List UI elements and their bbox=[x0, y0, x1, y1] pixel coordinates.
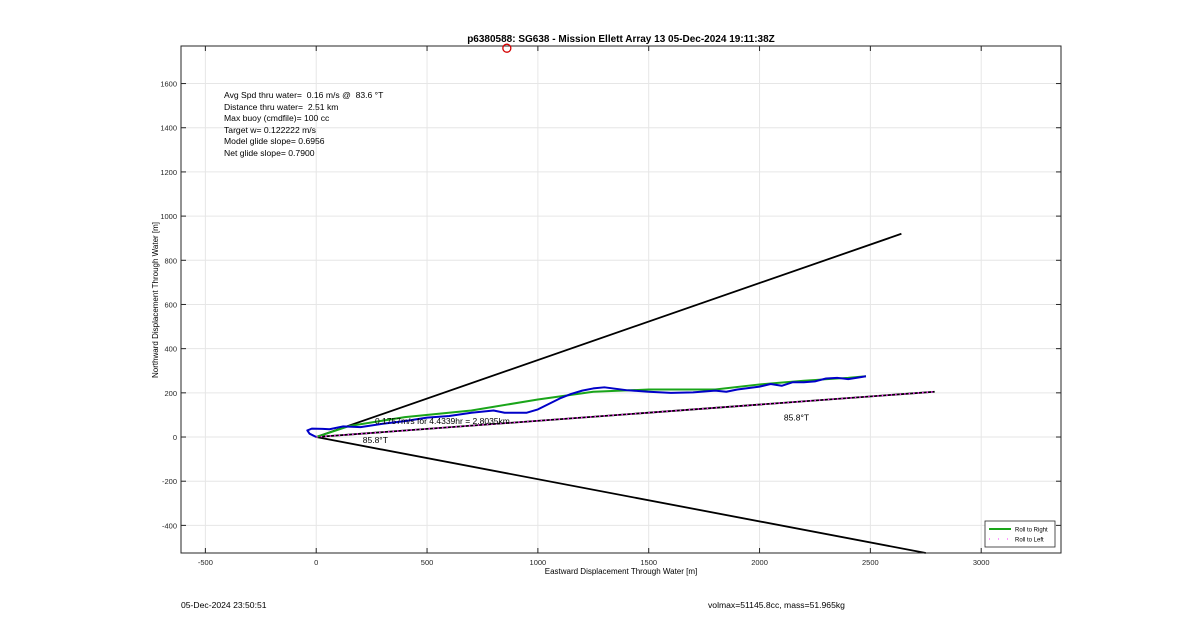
y-tick-label: 400 bbox=[164, 345, 177, 354]
x-tick-label: 1000 bbox=[530, 558, 547, 567]
y-axis-ticks: -400 -200 0 200 400 600 800 1000 1200 1400 1600 bbox=[160, 80, 1061, 530]
annotation-label: 0.1757m/s for 4.4339hr = 2.8035km bbox=[375, 416, 510, 426]
y-tick-label: 0 bbox=[173, 433, 177, 442]
footer-mass-info: volmax=51145.8cc, mass=51.965kg bbox=[708, 600, 845, 610]
plot-frame bbox=[180, 45, 1062, 554]
stat-max-buoy: Max buoy (cmdfile)= 100 cc bbox=[224, 113, 330, 124]
reference-line bbox=[315, 232, 902, 438]
x-tick-label: 500 bbox=[421, 558, 434, 567]
legend-label: Roll to Right bbox=[1015, 528, 1048, 534]
y-tick-label: 1000 bbox=[160, 212, 177, 221]
x-tick-label: 0 bbox=[314, 558, 318, 567]
x-axis-ticks: -500 0 500 1000 1500 2000 2500 3000 bbox=[198, 46, 990, 567]
x-tick-label: 3000 bbox=[973, 558, 990, 567]
stat-distance: Distance thru water= 2.51 km bbox=[224, 101, 339, 112]
annotations-group: 85.8°T 85.8°T 0.1757m/s for 4.4339hr = 2.8… bbox=[363, 412, 809, 445]
x-axis-label: Eastward Displacement Through Water [m] bbox=[545, 567, 698, 576]
y-tick-label: -200 bbox=[162, 477, 177, 486]
y-tick-label: 1400 bbox=[160, 124, 177, 133]
annotation-label: 85.8°T bbox=[363, 435, 388, 445]
reference-line bbox=[316, 390, 935, 438]
series-line-roll-to-right bbox=[315, 375, 867, 438]
legend: Roll to Right Roll to Left bbox=[984, 520, 1056, 548]
footer-timestamp: 05-Dec-2024 23:50:51 bbox=[181, 600, 267, 610]
dive-stats: Avg Spd thru water= 0.16 m/s @ 83.6 °T D… bbox=[224, 90, 383, 160]
stat-model-glide-slope: Model glide slope= 0.6956 bbox=[224, 136, 325, 147]
x-tick-label: 2500 bbox=[862, 558, 879, 567]
annotation-label: 85.8°T bbox=[784, 412, 809, 422]
y-tick-label: 200 bbox=[164, 389, 177, 398]
stat-net-glide-slope: Net glide slope= 0.7900 bbox=[224, 147, 315, 158]
series-group bbox=[306, 375, 935, 438]
reference-lines bbox=[315, 232, 935, 554]
x-tick-label: -500 bbox=[198, 558, 213, 567]
legend-box bbox=[984, 520, 1056, 548]
stat-target-w: Target w= 0.122222 m/s bbox=[224, 124, 316, 135]
start-marker bbox=[502, 43, 512, 53]
stat-avg-speed: Avg Spd thru water= 0.16 m/s @ 83.6 °T bbox=[224, 90, 384, 100]
legend-label: Roll to Left bbox=[1015, 538, 1044, 544]
series-line-track bbox=[306, 375, 867, 438]
y-tick-label: 800 bbox=[164, 256, 177, 265]
y-axis-label: Northward Displacement Through Water [m] bbox=[151, 222, 160, 378]
y-tick-label: 600 bbox=[164, 300, 177, 309]
x-tick-label: 2000 bbox=[751, 558, 768, 567]
x-tick-label: 1500 bbox=[640, 558, 657, 567]
y-tick-label: 1200 bbox=[160, 168, 177, 177]
reference-line bbox=[316, 436, 926, 554]
chart-title: p6380588: SG638 - Mission Ellett Array 1… bbox=[467, 34, 775, 45]
y-tick-label: 1600 bbox=[160, 80, 177, 89]
y-tick-label: -400 bbox=[162, 521, 177, 530]
